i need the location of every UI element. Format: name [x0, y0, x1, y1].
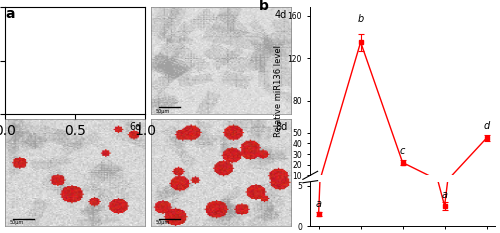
Text: 4d: 4d	[275, 10, 287, 20]
Text: a: a	[5, 7, 15, 21]
Text: b: b	[358, 14, 364, 24]
Text: 50μm: 50μm	[10, 109, 24, 114]
Text: 50μm: 50μm	[156, 220, 170, 226]
Text: 2d: 2d	[129, 10, 141, 20]
Text: 6d: 6d	[129, 122, 141, 132]
Text: c: c	[400, 146, 406, 156]
Text: 8d: 8d	[275, 122, 287, 132]
Text: a: a	[316, 199, 322, 209]
Text: b: b	[258, 0, 268, 13]
Y-axis label: Relative miR136 level: Relative miR136 level	[274, 45, 283, 137]
Text: d: d	[484, 121, 490, 130]
Text: a: a	[442, 190, 448, 200]
Text: 50μm: 50μm	[10, 220, 24, 226]
Text: 50μm: 50μm	[156, 109, 170, 114]
